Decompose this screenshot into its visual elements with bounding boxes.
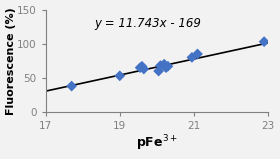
X-axis label: pFe$^{3+}$: pFe$^{3+}$ [136, 134, 178, 153]
Text: y = 11.743x - 169: y = 11.743x - 169 [95, 17, 201, 30]
Point [118, 75, 122, 77]
Point [138, 66, 142, 69]
Point [164, 66, 168, 69]
Point [166, 65, 170, 68]
Point [195, 53, 200, 55]
Point [190, 56, 194, 59]
Point [157, 70, 161, 72]
Point [162, 63, 166, 66]
Point [69, 85, 74, 87]
Point [158, 64, 163, 67]
Point [262, 40, 266, 43]
Point [140, 65, 144, 68]
Y-axis label: Fluorescence (%): Fluorescence (%) [6, 7, 16, 115]
Point [142, 68, 146, 70]
